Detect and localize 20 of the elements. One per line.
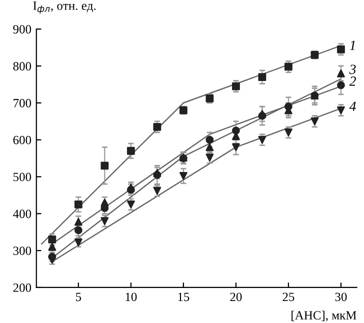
series-label: 4	[349, 102, 356, 111]
x-tick-label: 10	[126, 292, 137, 302]
x-axis-title: [АНС], мкМ	[292, 310, 356, 322]
y-tick-label: 200	[13, 283, 32, 292]
x-tick-label: 30	[335, 292, 347, 302]
y-tick-label: 400	[13, 210, 32, 218]
series-label: 3	[349, 64, 356, 74]
y-tick-label: 500	[14, 172, 32, 182]
y-tick-label: 600	[13, 136, 32, 144]
y-tick-label: 900	[13, 25, 32, 34]
y-tick-label: 800	[13, 62, 32, 70]
x-tick-label: 15	[178, 292, 190, 302]
y-axis-title: I$_{фл}$, отн. ед.	[33, 2, 96, 14]
x-tick-label: 25	[282, 292, 294, 302]
x-tick-label: 20	[230, 292, 242, 302]
y-tick-label: 700	[14, 98, 32, 108]
series-label: 1	[350, 40, 355, 50]
y-tick-label: 300	[13, 246, 32, 256]
series-label: 2	[349, 76, 356, 86]
x-tick-label: 5	[76, 292, 82, 302]
